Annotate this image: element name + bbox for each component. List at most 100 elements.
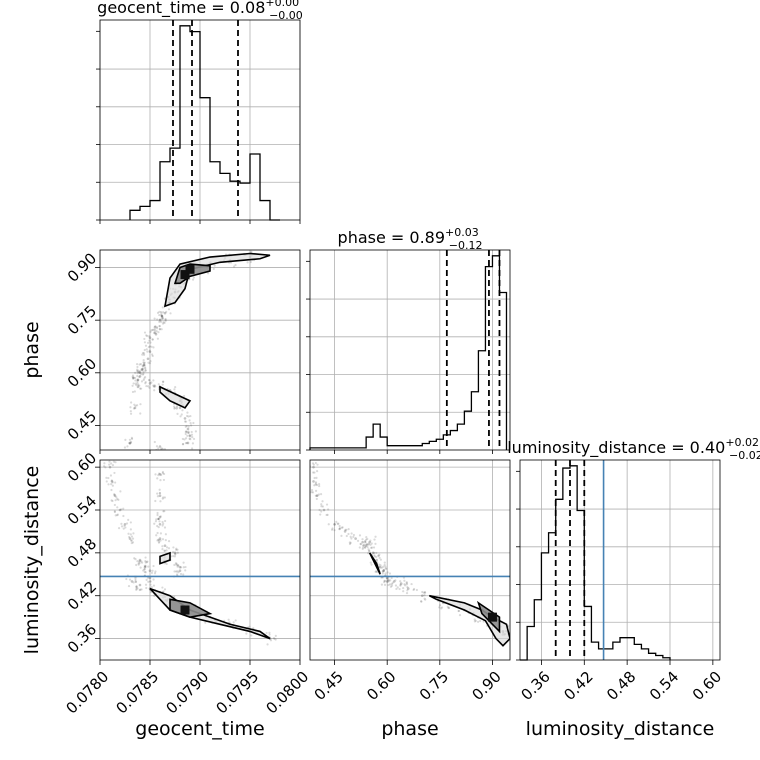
sample-point	[129, 521, 132, 524]
sample-point	[111, 463, 115, 467]
title-text: geocent_time = 0.08	[97, 0, 265, 18]
sample-point	[117, 526, 121, 530]
sample-point	[127, 532, 130, 535]
sample-point	[365, 543, 368, 546]
sample-point	[156, 513, 159, 517]
sample-point	[165, 549, 168, 552]
sample-point	[333, 529, 336, 532]
sample-point	[151, 328, 154, 332]
ytick-label-luminosity_distance-3: 0.54	[64, 492, 100, 528]
sample-point	[148, 379, 151, 382]
sample-point	[131, 384, 134, 387]
sample-point	[232, 621, 235, 624]
ytick-label-luminosity_distance-2: 0.48	[64, 535, 100, 571]
sample-point	[159, 515, 162, 518]
sample-point	[359, 543, 362, 546]
panel-2d-frame	[309, 459, 511, 661]
panel-2d-grid	[100, 460, 300, 660]
sample-point	[155, 326, 159, 329]
sample-point	[126, 445, 129, 448]
sample-point	[413, 587, 416, 591]
sample-point	[153, 440, 156, 444]
sample-point	[159, 310, 163, 314]
sample-point	[152, 328, 155, 331]
sample-point	[175, 547, 178, 550]
sample-point	[272, 637, 275, 640]
sample-point	[110, 483, 113, 486]
sample-point	[111, 484, 114, 487]
sample-point	[149, 590, 152, 594]
sample-point	[140, 368, 143, 371]
sample-point	[139, 412, 142, 415]
sample-point	[129, 406, 132, 409]
sample-point	[350, 532, 353, 535]
sample-point	[110, 488, 113, 492]
sample-point	[162, 522, 165, 525]
sample-point	[184, 432, 187, 436]
sample-point	[165, 546, 169, 549]
sample-point	[130, 535, 134, 538]
sample-point	[373, 538, 376, 541]
sample-point	[338, 527, 341, 531]
sample-point	[122, 507, 125, 510]
sample-point	[130, 541, 133, 545]
sample-point	[312, 471, 315, 474]
sample-point	[129, 533, 132, 536]
sample-point	[129, 410, 132, 413]
sample-point	[136, 365, 139, 369]
sample-point	[143, 565, 147, 569]
sample-point	[314, 494, 317, 497]
sample-point	[160, 447, 163, 450]
hist-panel-phase: phase = 0.89+0.03 −0.12	[306, 226, 511, 451]
sample-point	[158, 445, 162, 448]
sample-point	[369, 539, 372, 542]
sample-point	[378, 556, 381, 560]
sample-point	[173, 563, 176, 567]
sample-point	[175, 570, 178, 573]
sample-point	[139, 387, 142, 390]
sample-point	[319, 493, 323, 496]
sample-point	[377, 554, 380, 557]
sample-point	[134, 580, 137, 583]
sample-point	[128, 535, 131, 539]
sample-point	[146, 357, 150, 361]
sample-point	[161, 470, 165, 474]
sample-point	[113, 494, 117, 498]
sample-point	[109, 474, 113, 477]
sample-point	[110, 462, 113, 465]
sample-point	[423, 591, 427, 594]
sample-point	[130, 436, 133, 440]
sample-point	[338, 528, 341, 531]
sample-point	[314, 461, 317, 465]
sample-point	[111, 499, 114, 503]
sample-point	[189, 438, 192, 441]
sample-point	[390, 576, 393, 580]
sample-point	[138, 375, 142, 378]
sample-point	[398, 587, 401, 591]
sample-point	[314, 481, 318, 484]
sample-point	[124, 526, 127, 529]
sample-point	[313, 484, 316, 487]
sample-point	[125, 577, 128, 581]
sample-point	[154, 520, 158, 523]
sample-point	[164, 318, 167, 321]
sample-point	[164, 317, 167, 321]
contour-2	[368, 552, 381, 575]
sample-point	[187, 431, 190, 435]
sample-point	[364, 541, 367, 544]
sample-point	[184, 430, 187, 434]
sample-point	[114, 461, 117, 464]
panel-2d-grid	[310, 460, 510, 660]
sample-point	[338, 527, 342, 530]
sample-point	[175, 562, 178, 565]
sample-point	[188, 434, 191, 437]
sample-point	[179, 415, 182, 418]
sample-point	[163, 588, 167, 591]
sample-point	[333, 522, 336, 526]
sample-point	[157, 526, 160, 529]
sample-point	[131, 376, 135, 380]
sample-point	[132, 376, 135, 379]
sample-point	[154, 473, 157, 476]
sample-point	[383, 563, 386, 567]
sample-point	[123, 524, 126, 527]
